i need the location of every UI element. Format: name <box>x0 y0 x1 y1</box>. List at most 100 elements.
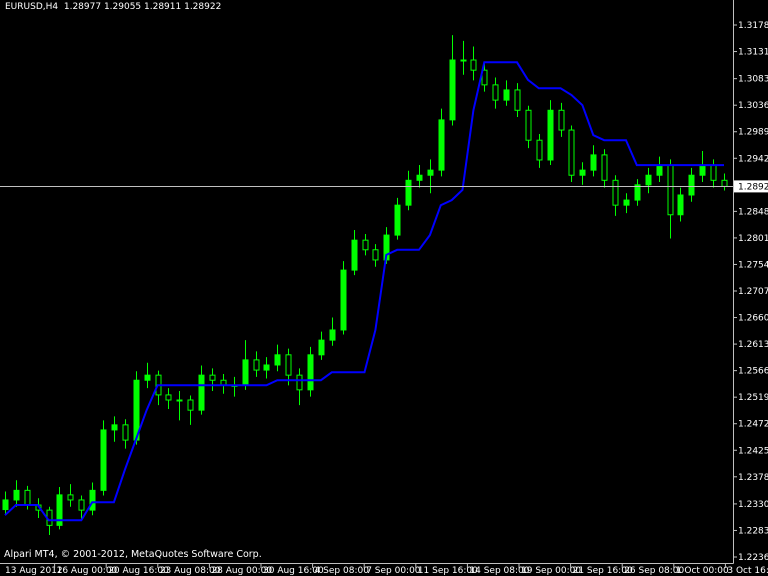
candle-bearish <box>492 84 499 101</box>
candle-bullish <box>198 374 205 411</box>
candle-bullish <box>405 179 412 206</box>
y-tick-label: 1.25660 <box>738 367 768 377</box>
candle-bullish <box>579 169 586 176</box>
candle-bearish <box>285 354 292 376</box>
y-tick-label: 1.24250 <box>738 446 768 456</box>
candle-bullish <box>274 354 281 366</box>
x-tick-label: 20 Aug 16:00 <box>108 566 169 576</box>
x-tick-label: 13 Aug 2012 <box>5 566 63 576</box>
y-tick-label: 1.25190 <box>738 393 768 403</box>
candle-bullish <box>623 199 630 206</box>
candle-bullish <box>89 489 96 511</box>
x-tick-label: 26 Sep 08:00 <box>624 566 684 576</box>
x-tick-label: 19 Sep 00:00 <box>521 566 581 576</box>
candle-bullish <box>176 399 183 402</box>
candle-bullish <box>656 164 663 176</box>
candle-bullish <box>56 494 63 526</box>
candle-bullish <box>394 204 401 236</box>
candle-bullish <box>677 194 684 216</box>
y-tick-label: 1.23300 <box>738 500 768 510</box>
x-tick-label: 23 Aug 08:00 <box>160 566 221 576</box>
candle-bearish <box>514 89 521 111</box>
candle-bearish <box>601 154 608 181</box>
x-tick-label: 3 Oct 16:00 <box>727 566 768 576</box>
candle-bullish <box>547 109 554 161</box>
x-tick-label: 14 Sep 08:00 <box>469 566 529 576</box>
candle-bearish <box>710 164 717 181</box>
symbol-timeframe: EURUSD,H4 <box>5 2 59 12</box>
y-tick-label: 1.28480 <box>738 207 768 217</box>
candle-bearish <box>296 374 303 391</box>
candle-bearish <box>165 394 172 401</box>
y-tick-label: 1.29420 <box>738 154 768 164</box>
current-price-label: 1.28922 <box>738 182 768 192</box>
candle-bullish <box>2 499 9 511</box>
x-tick-label: 11 Sep 16:00 <box>418 566 478 576</box>
candle-bullish <box>329 329 336 341</box>
candle-bearish <box>78 499 85 511</box>
candle-bullish <box>111 424 118 431</box>
indicator-line <box>4 61 724 522</box>
candle-bullish <box>645 174 652 186</box>
ohlc-readout: 1.28977 1.29055 1.28911 1.28922 <box>63 2 222 12</box>
candle-bearish <box>536 139 543 161</box>
x-tick-label: 1 Oct 00:00 <box>676 566 729 576</box>
candle-bullish <box>634 184 641 201</box>
y-tick-label: 1.27070 <box>738 287 768 297</box>
candle-bearish <box>372 249 379 261</box>
candle-bearish <box>24 489 31 506</box>
candles <box>2 35 728 535</box>
candle-bearish <box>558 109 565 131</box>
candle-bullish <box>699 164 706 176</box>
candle-bearish <box>362 239 369 251</box>
candle-bullish <box>688 174 695 196</box>
y-tick-label: 1.28010 <box>738 234 768 244</box>
x-tick-label: 4 Sep 08:00 <box>315 566 370 576</box>
candle-bullish <box>242 359 249 386</box>
candle-bullish <box>449 59 456 121</box>
candle-bearish <box>187 399 194 411</box>
y-tick-label: 1.30830 <box>738 75 768 85</box>
candle-bullish <box>318 339 325 356</box>
y-tick-label: 1.24720 <box>738 420 768 430</box>
candle-bearish <box>721 179 728 187</box>
candle-bullish <box>460 59 467 62</box>
candle-bullish <box>144 374 151 381</box>
candle-bullish <box>100 429 107 491</box>
candle-bearish <box>253 359 260 371</box>
candle-bearish <box>568 129 575 176</box>
chart-header: EURUSD,H4 1.28977 1.29055 1.28911 1.2892… <box>5 2 221 12</box>
copyright-text: Alpari MT4, © 2001-2012, MetaQuotes Soft… <box>4 549 262 560</box>
y-tick-label: 1.29890 <box>738 128 768 138</box>
y-tick-label: 1.31310 <box>738 48 768 58</box>
candle-bullish <box>427 169 434 176</box>
y-tick-label: 1.22830 <box>738 526 768 536</box>
candle-bullish <box>307 354 314 391</box>
current-price-label-bg <box>734 180 768 193</box>
candle-bullish <box>503 89 510 101</box>
y-tick-label: 1.23780 <box>738 473 768 483</box>
y-tick-label: 1.26600 <box>738 314 768 324</box>
candle-bearish <box>209 374 216 381</box>
candle-bearish <box>67 494 74 501</box>
y-tick-label: 1.22360 <box>738 553 768 563</box>
candle-bullish <box>13 489 20 501</box>
candle-bearish <box>481 69 488 86</box>
candle-bearish <box>612 179 619 206</box>
candle-bearish <box>525 109 532 141</box>
x-tick-label: 30 Aug 16:00 <box>263 566 324 576</box>
x-tick-label: 28 Aug 00:00 <box>211 566 272 576</box>
y-tick-label: 1.26130 <box>738 340 768 350</box>
candle-bullish <box>590 154 597 171</box>
x-tick-label: 21 Sep 16:00 <box>573 566 633 576</box>
candle-bearish <box>470 59 477 71</box>
candle-bearish <box>122 424 129 441</box>
y-tick-label: 1.30360 <box>738 101 768 111</box>
candle-bearish <box>667 164 674 216</box>
candle-bullish <box>438 119 445 171</box>
candle-bullish <box>340 269 347 331</box>
candle-bullish <box>416 174 423 181</box>
y-tick-label: 1.27540 <box>738 260 768 270</box>
y-tick-label: 1.31780 <box>738 21 768 31</box>
